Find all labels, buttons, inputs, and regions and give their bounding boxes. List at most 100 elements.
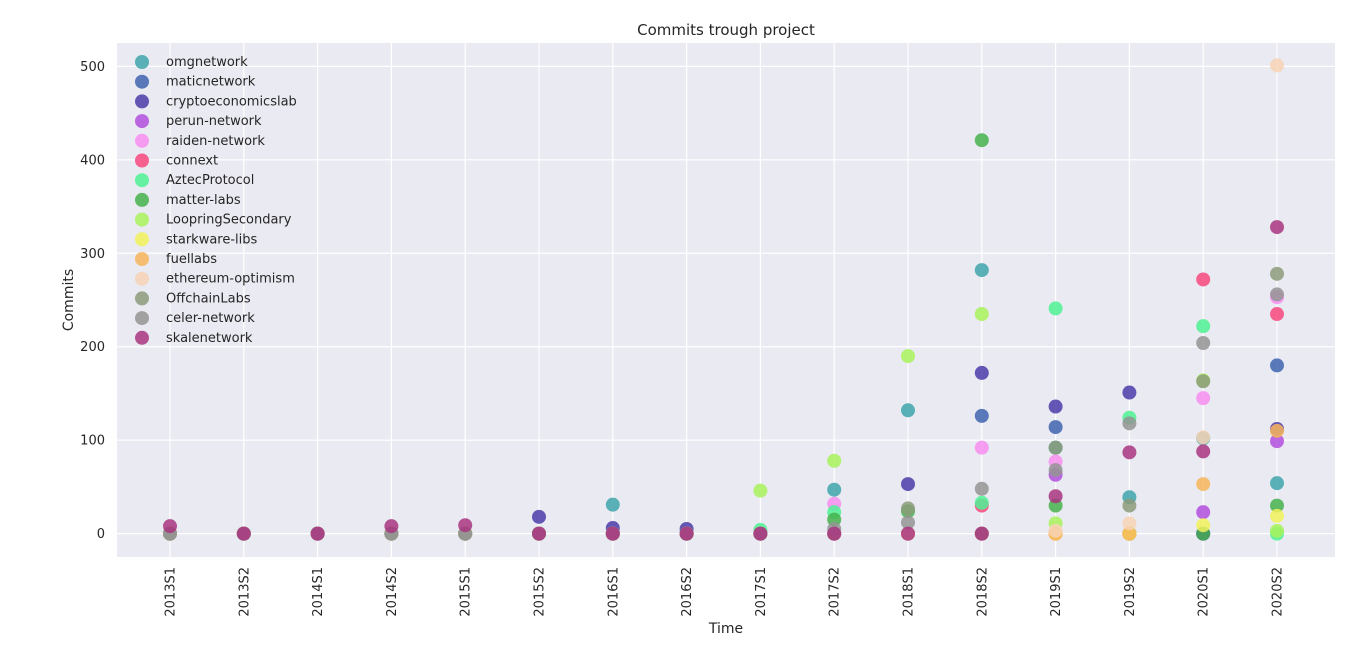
- legend: omgnetwork maticnetwork cryptoeconomicslab…: [135, 55, 297, 346]
- legend-marker: [135, 153, 149, 168]
- x-tick-label: 2016S1: [606, 567, 621, 617]
- y-tick-label: 400: [80, 153, 105, 168]
- data-point: [1270, 434, 1284, 449]
- legend-label: matter-labs: [166, 193, 241, 208]
- data-point: [974, 526, 989, 541]
- data-point: [1196, 391, 1211, 406]
- data-point: [1122, 526, 1137, 541]
- data-point: [1270, 266, 1284, 281]
- data-point: [1270, 508, 1284, 523]
- data-point: [974, 263, 989, 278]
- data-point: [1270, 358, 1284, 373]
- legend-marker: [135, 252, 149, 266]
- data-point: [1270, 423, 1284, 438]
- grid: [117, 43, 1335, 557]
- data-point: [974, 365, 989, 380]
- legend-marker: [135, 330, 149, 345]
- data-point: [1122, 385, 1137, 400]
- data-point: [974, 495, 989, 510]
- data-point: [1270, 476, 1284, 491]
- data-point: [1048, 440, 1063, 455]
- legend-label: cryptoeconomicslab: [166, 94, 297, 109]
- x-tick-label: 2014S1: [311, 567, 326, 617]
- legend-label: skalenetwork: [166, 331, 253, 346]
- legend-label: AztecProtocol: [166, 173, 254, 188]
- data-point: [901, 515, 915, 530]
- data-point: [1270, 498, 1284, 513]
- legend-label: raiden-network: [166, 134, 265, 149]
- x-tick-label: 2015S1: [459, 567, 474, 617]
- legend-marker: [135, 74, 149, 89]
- data-point: [605, 497, 620, 512]
- data-point: [1048, 463, 1063, 478]
- data-point: [974, 133, 989, 148]
- data-point: [1122, 416, 1137, 431]
- legend-label: omgnetwork: [166, 55, 248, 70]
- legend-label: maticnetwork: [166, 75, 256, 90]
- data-point: [1048, 399, 1063, 414]
- x-tick-label: 2020S1: [1197, 567, 1212, 617]
- x-tick-label: 2019S2: [1123, 567, 1138, 617]
- data-point: [532, 509, 546, 524]
- data-point: [1270, 307, 1284, 322]
- data-point: [1270, 58, 1284, 73]
- data-point: [163, 519, 177, 534]
- data-point: [1196, 444, 1211, 459]
- data-point: [679, 526, 694, 541]
- data-point: [384, 519, 399, 534]
- data-point: [236, 526, 251, 541]
- legend-marker: [135, 173, 149, 188]
- data-point: [974, 307, 989, 322]
- x-tick-label: 2016S2: [680, 567, 695, 617]
- data-point: [974, 440, 989, 455]
- data-point: [827, 453, 842, 468]
- data-point: [1196, 518, 1211, 533]
- data-point: [827, 482, 842, 497]
- y-tick-label: 300: [80, 247, 105, 262]
- legend-marker: [135, 192, 149, 207]
- y-axis-label: Commits: [61, 269, 77, 331]
- legend-label: starkware-libs: [166, 232, 258, 247]
- x-tick-label: 2018S1: [902, 567, 917, 617]
- legend-marker: [135, 212, 149, 227]
- x-tick-label: 2017S2: [828, 567, 843, 617]
- legend-label: LoopringSecondary: [166, 213, 292, 228]
- data-point: [458, 518, 473, 533]
- y-tick-label: 500: [80, 60, 105, 75]
- legend-label: fuellabs: [166, 252, 217, 267]
- data-point: [1122, 498, 1137, 513]
- legend-marker: [135, 311, 149, 326]
- legend-label: connext: [166, 154, 218, 169]
- data-point: [1196, 374, 1211, 389]
- x-tick-label: 2017S1: [754, 567, 769, 617]
- data-point: [1048, 523, 1063, 538]
- data-point: [901, 501, 915, 516]
- data-point: [753, 526, 768, 541]
- data-point: [1270, 287, 1284, 302]
- data-point: [1048, 420, 1063, 435]
- legend-marker: [135, 133, 149, 148]
- x-tick-label: 2014S2: [385, 567, 400, 617]
- y-axis-ticks: 0 100 200 300 400 500: [80, 60, 105, 542]
- x-tick-label: 2019S1: [1049, 567, 1064, 617]
- legend-marker: [135, 232, 149, 247]
- legend-marker: [135, 55, 149, 69]
- data-points: [163, 58, 1284, 541]
- legend-label: perun-network: [166, 114, 262, 129]
- legend-marker: [135, 271, 149, 286]
- data-point: [901, 403, 915, 418]
- data-point: [1122, 445, 1137, 460]
- y-tick-label: 200: [80, 340, 105, 355]
- x-tick-label: 2020S2: [1271, 567, 1286, 617]
- y-tick-label: 100: [80, 434, 105, 449]
- data-point: [974, 408, 989, 423]
- series-skalenetwork: [163, 220, 1284, 541]
- data-point: [1196, 430, 1211, 445]
- legend-label: ethereum-optimism: [166, 272, 295, 287]
- x-tick-label: 2013S1: [164, 567, 179, 617]
- data-point: [901, 526, 915, 541]
- data-point: [827, 526, 842, 541]
- x-tick-label: 2018S2: [975, 567, 990, 617]
- legend-label: OffchainLabs: [166, 291, 251, 306]
- chart-title: Commits trough project: [637, 21, 815, 39]
